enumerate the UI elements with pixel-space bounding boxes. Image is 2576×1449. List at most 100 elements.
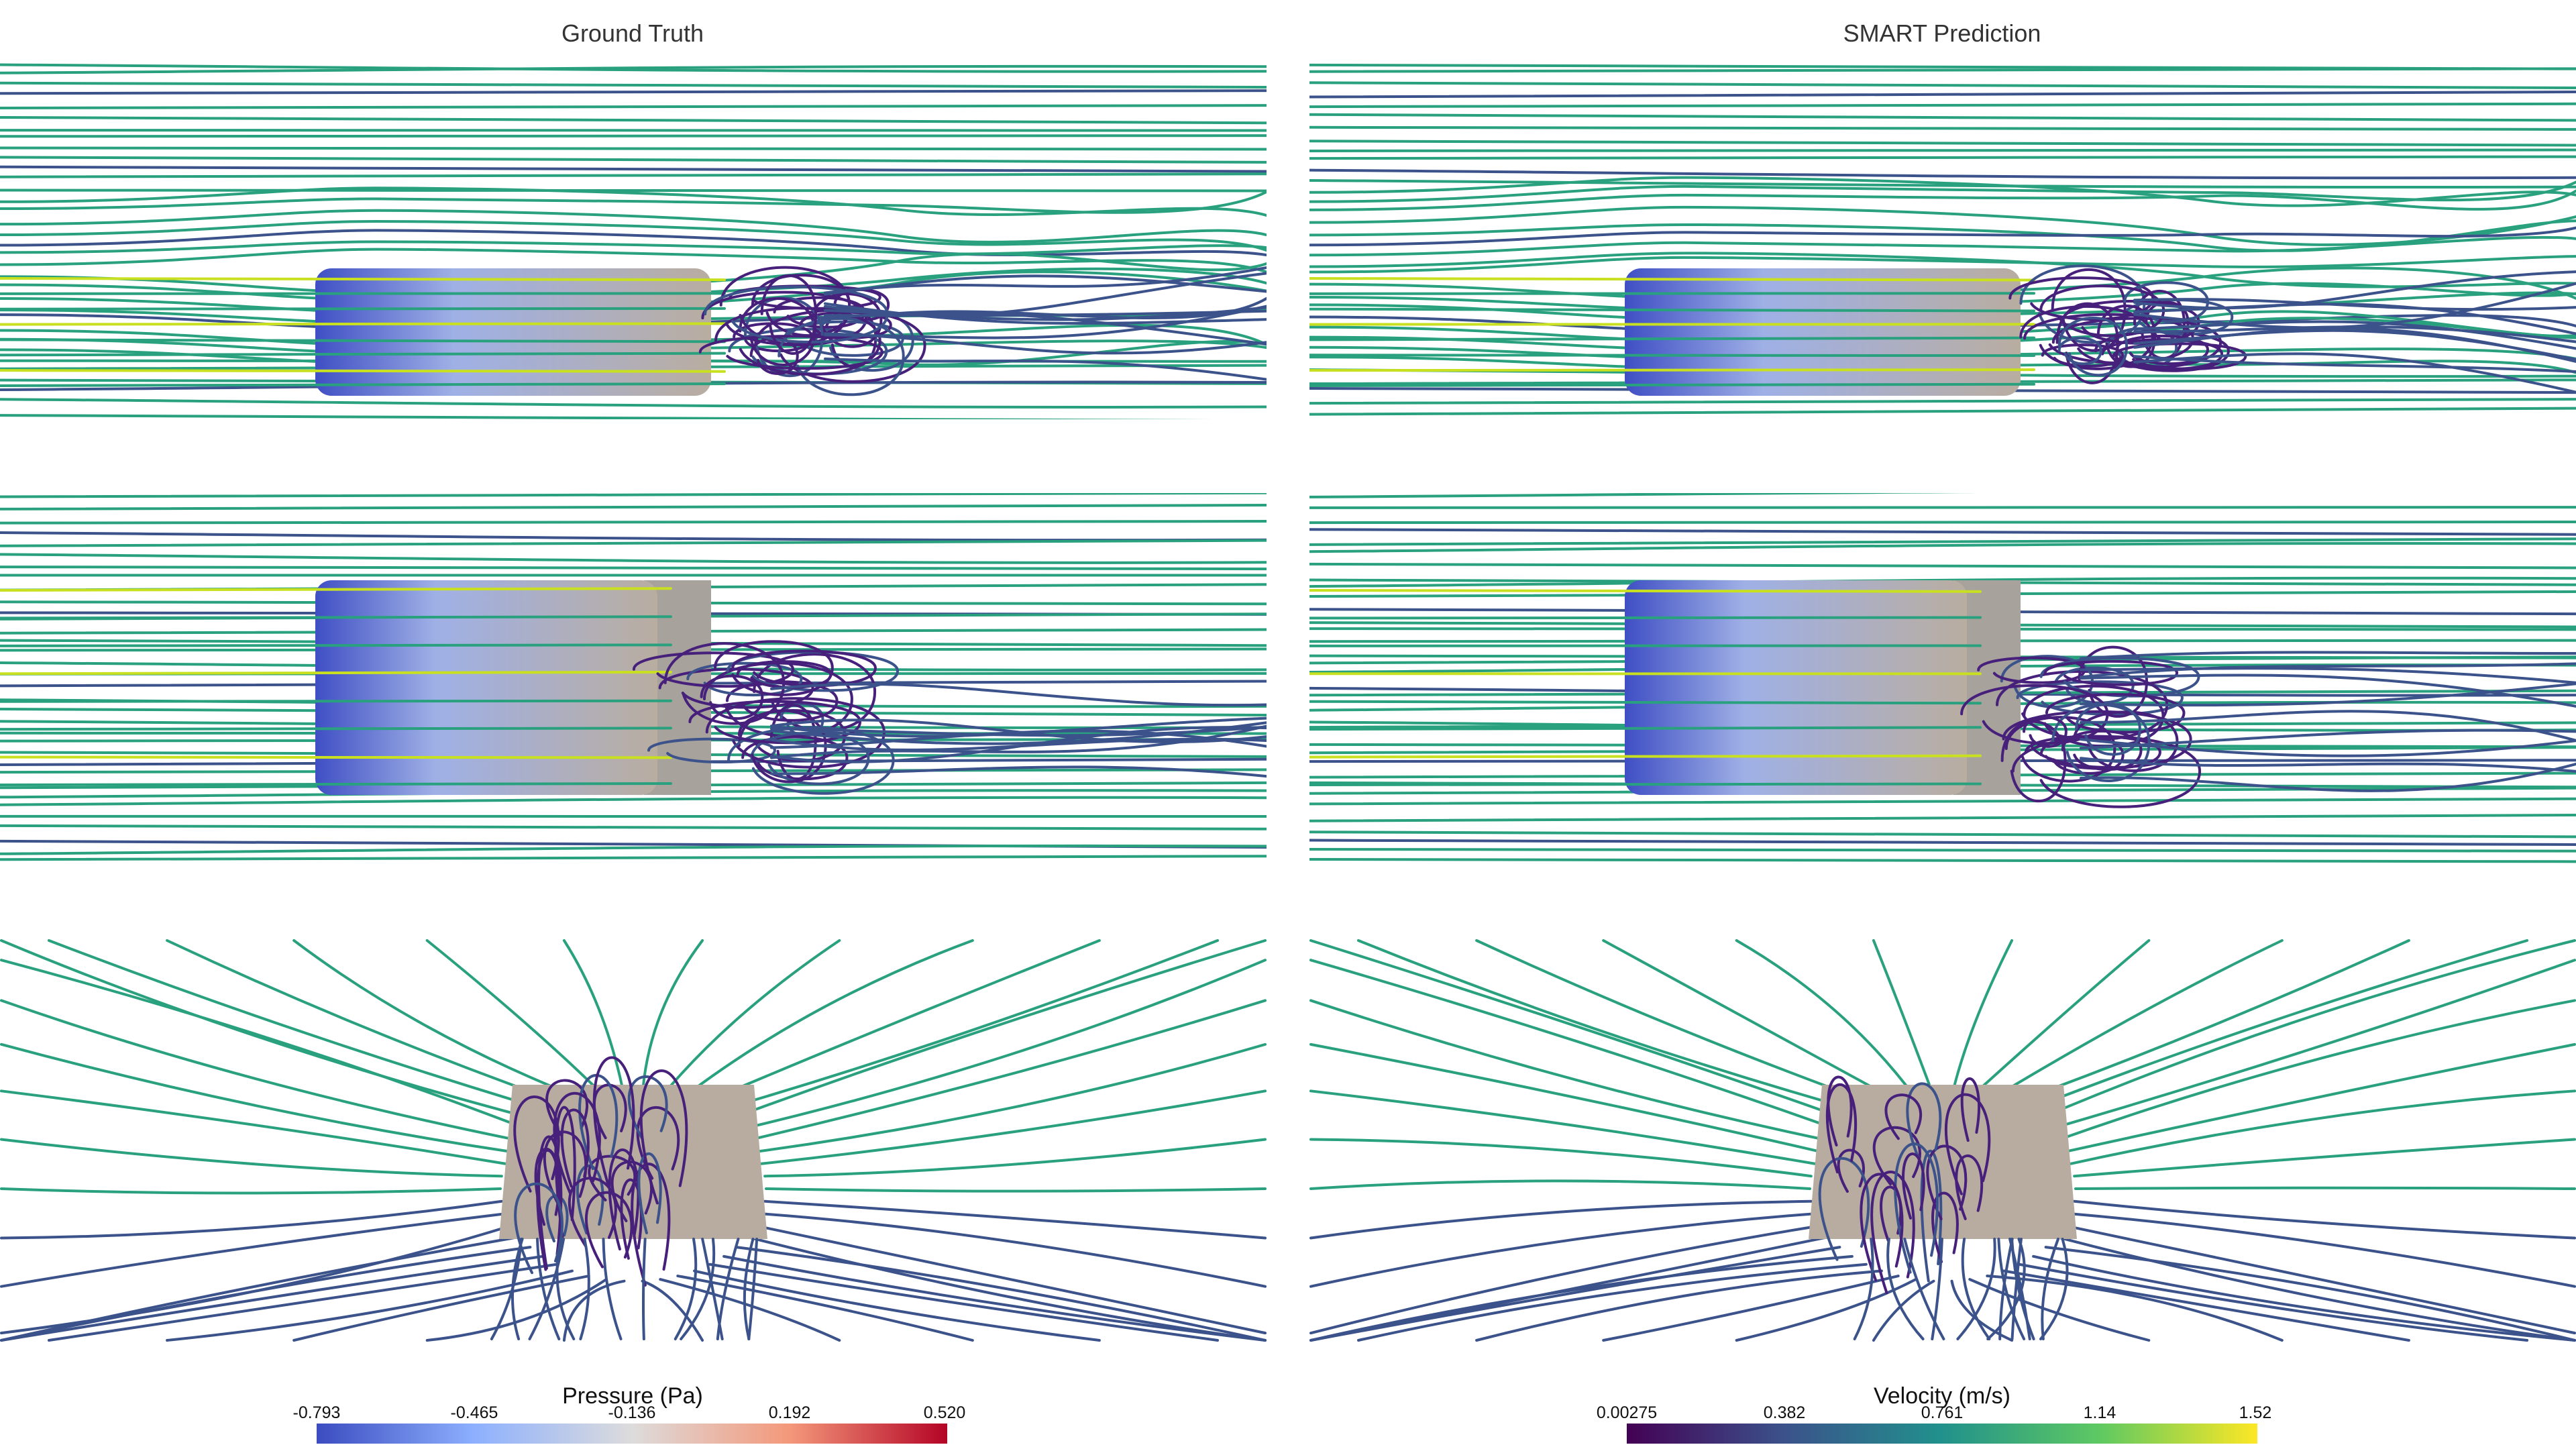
streamline bbox=[2133, 298, 2576, 311]
streamline bbox=[1309, 797, 2576, 806]
streamline bbox=[0, 414, 830, 419]
wake-vortex bbox=[1825, 1083, 1858, 1174]
streamline bbox=[753, 1042, 1267, 1154]
wake-vortex bbox=[636, 1106, 680, 1180]
streamline bbox=[2063, 1042, 2576, 1154]
streamline bbox=[2080, 762, 2576, 792]
streamline bbox=[2069, 1089, 2576, 1165]
streamline bbox=[1309, 847, 2576, 853]
streamline bbox=[555, 1238, 576, 1340]
streamline bbox=[0, 493, 1267, 498]
streamline bbox=[47, 1263, 558, 1342]
wake-vortex bbox=[592, 1056, 635, 1187]
streamline bbox=[425, 1278, 608, 1342]
streamline bbox=[753, 1224, 1267, 1335]
view-prediction-rear bbox=[1309, 939, 2576, 1342]
streamline bbox=[166, 939, 574, 1108]
streamline bbox=[2041, 1238, 2059, 1340]
streamline bbox=[1931, 1238, 1943, 1340]
streamline bbox=[2080, 729, 2576, 750]
streamline bbox=[2063, 1224, 2576, 1335]
streamline bbox=[0, 1224, 513, 1335]
wake-vortex bbox=[2000, 655, 2094, 708]
streamline bbox=[1309, 700, 1982, 705]
wake-vortex bbox=[1894, 1142, 1939, 1274]
streamline bbox=[292, 1275, 590, 1342]
wake-vortex bbox=[2133, 290, 2186, 360]
wake-vortex bbox=[777, 317, 905, 396]
streamline bbox=[2080, 710, 2576, 742]
streamline bbox=[292, 939, 590, 1103]
streamline bbox=[0, 999, 521, 1142]
streamline bbox=[1309, 726, 1982, 731]
streamline bbox=[1735, 1278, 1917, 1342]
streamline bbox=[602, 1238, 623, 1340]
panel-title-ground-truth: Ground Truth bbox=[561, 19, 704, 47]
streamline bbox=[1309, 939, 1854, 1123]
streamline bbox=[1602, 939, 1900, 1103]
streamline bbox=[1986, 1238, 2026, 1340]
streamline bbox=[747, 1238, 759, 1340]
streamline bbox=[0, 277, 726, 282]
velocity-tick: 1.52 bbox=[2239, 1403, 2272, 1422]
wake-vortex bbox=[513, 1095, 560, 1193]
streamline bbox=[1309, 1199, 1813, 1240]
streamline bbox=[1309, 90, 2576, 99]
streamline bbox=[1356, 939, 1868, 1115]
streamline bbox=[1986, 939, 2284, 1103]
streamline bbox=[0, 352, 726, 357]
streamline bbox=[1309, 255, 2576, 274]
wake-vortex bbox=[701, 290, 868, 347]
streamline bbox=[1309, 520, 2576, 525]
pressure-colorbar-title: Pressure (Pa) bbox=[562, 1383, 703, 1409]
wake-vortex bbox=[1906, 1082, 1942, 1161]
streamline bbox=[659, 1278, 841, 1342]
streamline bbox=[1602, 1275, 1900, 1342]
streamline bbox=[1309, 839, 2576, 847]
bluff-body bbox=[1625, 580, 1967, 795]
wake-vortex bbox=[1955, 1154, 1983, 1220]
streamline bbox=[0, 219, 1267, 252]
streamline bbox=[722, 939, 1267, 1123]
streamline bbox=[1903, 1238, 1945, 1340]
wake-vortex bbox=[627, 1075, 668, 1140]
view-prediction-side bbox=[1309, 493, 2576, 863]
wake-vortex bbox=[637, 1152, 662, 1234]
streamline bbox=[2044, 959, 2576, 1132]
bluff-body-rear bbox=[1809, 1085, 2077, 1239]
wake-vortex bbox=[700, 674, 764, 720]
streamline bbox=[2080, 662, 2576, 679]
streamline bbox=[0, 519, 1267, 525]
wake-vortex bbox=[2115, 334, 2210, 366]
wake-vortex bbox=[1884, 1093, 1922, 1140]
streamline bbox=[0, 115, 1267, 125]
wake-vortex bbox=[1870, 1171, 1915, 1295]
streamline bbox=[0, 566, 1267, 571]
wake-vortex bbox=[2045, 693, 2186, 734]
streamline bbox=[0, 539, 1267, 547]
streamline bbox=[1956, 1238, 1996, 1340]
streamline bbox=[1309, 189, 2576, 211]
velocity-colorbar: Velocity (m/s) 0.00275 0.382 0.761 1.14 … bbox=[1597, 1383, 2272, 1444]
wake-vortex bbox=[2057, 337, 2102, 366]
streamline bbox=[1309, 140, 2576, 147]
pressure-tick: 0.520 bbox=[924, 1403, 966, 1422]
streamline bbox=[1309, 178, 2576, 189]
streamline bbox=[2133, 329, 2576, 361]
streamline bbox=[1309, 1246, 1841, 1342]
wake-vortex bbox=[554, 1106, 576, 1238]
streamline bbox=[770, 765, 1267, 778]
wake-vortex bbox=[2057, 317, 2129, 377]
streamline bbox=[735, 959, 1267, 1132]
streamline bbox=[0, 1187, 502, 1195]
streamline bbox=[0, 553, 1267, 564]
streamline bbox=[0, 240, 1267, 256]
streamline bbox=[1309, 813, 2576, 822]
streamline bbox=[824, 311, 1267, 346]
streamline bbox=[1735, 939, 1917, 1099]
streamline bbox=[0, 165, 1267, 173]
streamline bbox=[1309, 81, 2576, 90]
velocity-tick: 0.382 bbox=[1764, 1403, 1806, 1422]
streamline bbox=[1309, 1089, 1817, 1165]
streamline bbox=[0, 229, 1267, 257]
